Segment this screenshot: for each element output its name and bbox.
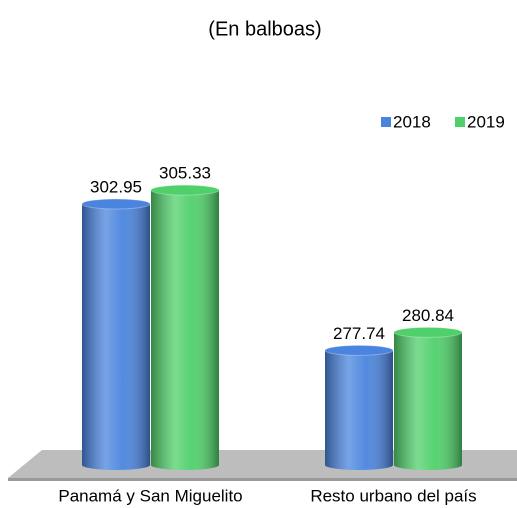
legend-label: 2018 xyxy=(393,112,431,131)
legend: 2018 2019 xyxy=(381,112,505,131)
x-tick-label: Panamá y San Miguelito xyxy=(58,486,242,505)
floor-edge xyxy=(8,478,517,481)
bar-cap xyxy=(393,326,463,338)
bar-shade xyxy=(394,332,462,470)
data-label: 302.95 xyxy=(90,177,142,196)
bar-shade xyxy=(151,190,219,470)
bar-cap xyxy=(324,344,394,356)
legend-swatch xyxy=(455,117,465,127)
bar-cap xyxy=(81,198,151,210)
legend-label: 2019 xyxy=(467,112,505,131)
data-label: 305.33 xyxy=(159,164,211,183)
x-tick-label: Resto urbano del país xyxy=(310,486,476,505)
bar-shade xyxy=(82,203,150,471)
legend-swatch xyxy=(381,117,391,127)
bar xyxy=(81,198,151,471)
bar-shade xyxy=(325,350,393,470)
chart-title: (En balboas) xyxy=(208,18,321,40)
bar xyxy=(393,326,463,470)
bar-cap xyxy=(150,184,220,196)
bar xyxy=(324,344,394,470)
data-label: 277.74 xyxy=(333,324,385,343)
bar xyxy=(150,184,220,470)
data-label: 280.84 xyxy=(402,306,454,325)
